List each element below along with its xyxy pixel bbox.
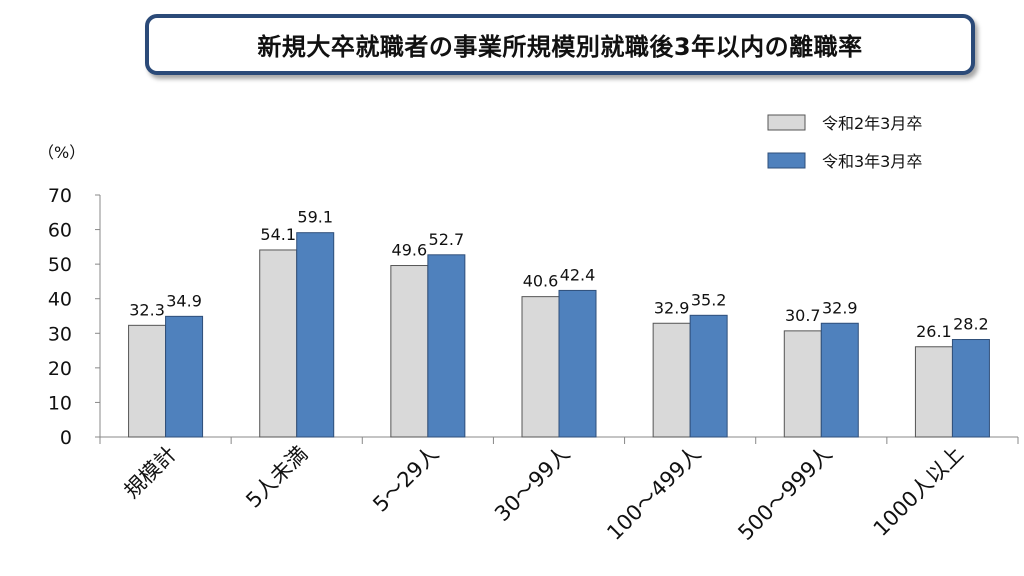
data-label: 32.9 [822,298,858,317]
y-tick-label: 30 [48,323,72,345]
bar-reiwa2 [652,322,691,438]
legend-swatch [767,114,806,131]
data-label: 34.9 [166,291,202,310]
bar-reiwa3 [427,254,466,438]
x-tick-label: 5人未満 [241,442,312,513]
x-tick-label: 500～999人 [733,442,836,545]
bar-reiwa3 [296,232,335,438]
x-tick-label: 1000人以上 [869,442,968,541]
bar-reiwa3 [951,339,990,438]
data-label: 42.4 [560,265,596,284]
data-label: 35.2 [691,290,727,309]
y-tick-label: 0 [60,427,72,449]
bar-reiwa3 [820,322,859,438]
legend-label: 令和3年3月卒 [822,152,922,171]
data-label: 40.6 [523,272,559,291]
bar-reiwa2 [259,249,298,438]
x-tick-label: 30～99人 [490,442,574,526]
data-label: 54.1 [260,225,296,244]
y-tick-label: 20 [48,358,72,380]
data-label: 52.7 [429,230,465,249]
x-tick-label: 5～29人 [368,442,443,517]
data-label: 28.2 [953,315,989,334]
y-tick-label: 10 [48,392,72,414]
y-axis-label: （%） [38,143,85,162]
data-label: 32.9 [654,298,690,317]
data-label: 26.1 [916,322,952,341]
bar-reiwa3 [558,289,597,438]
y-tick-label: 40 [48,289,72,311]
legend-swatch [767,152,806,169]
legend-label: 令和2年3月卒 [822,114,922,133]
bar-reiwa2 [521,296,560,438]
x-tick-label: 規模計 [120,442,182,504]
bar-reiwa2 [783,330,822,438]
data-label: 59.1 [297,208,333,227]
bar-reiwa3 [689,314,728,438]
x-tick-label: 100～499人 [602,442,705,545]
y-tick-label: 60 [48,220,72,242]
data-label: 32.3 [129,300,165,319]
chart-title-box: 新規大卒就職者の事業所規模別就職後3年以内の離職率 [145,14,975,75]
y-tick-label: 70 [48,185,72,207]
data-label: 30.7 [785,306,821,325]
bar-reiwa2 [390,265,429,438]
bar-reiwa3 [165,315,204,438]
chart-title: 新規大卒就職者の事業所規模別就職後3年以内の離職率 [257,33,863,61]
data-label: 49.6 [392,241,428,260]
bar-reiwa2 [128,324,167,438]
bar-reiwa2 [914,346,953,438]
y-tick-label: 50 [48,254,72,276]
